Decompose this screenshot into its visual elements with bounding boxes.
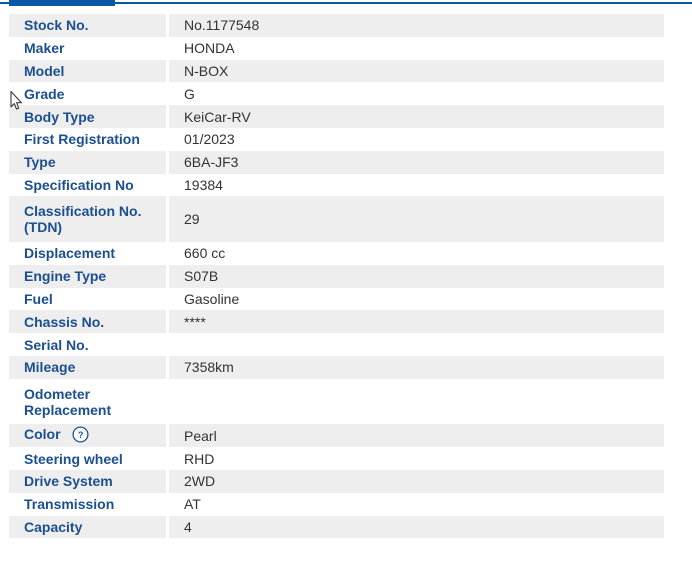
svg-text:?: ? [78, 430, 83, 440]
